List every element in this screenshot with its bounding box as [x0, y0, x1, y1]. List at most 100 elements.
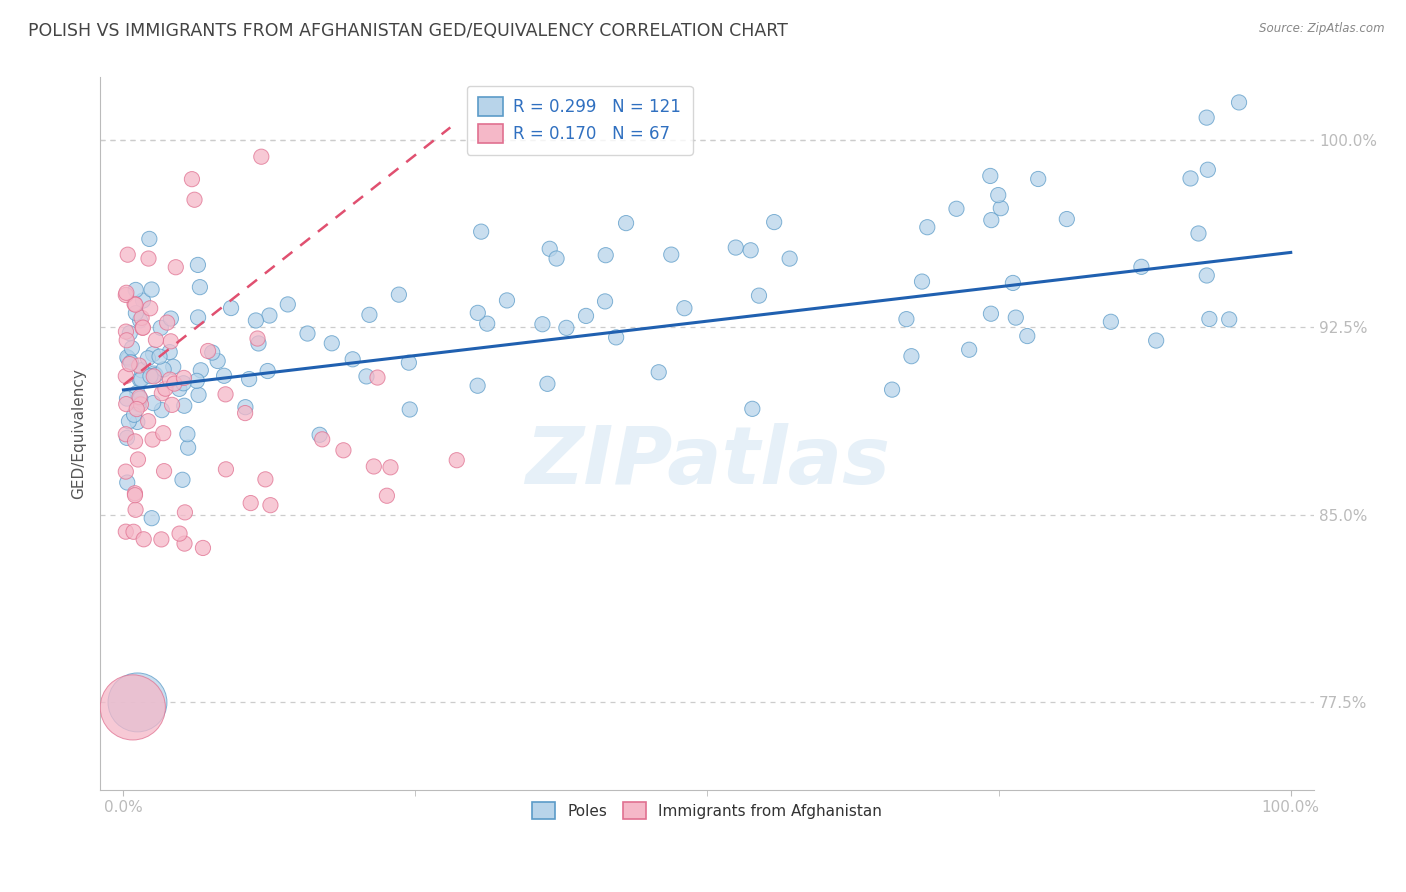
- Point: [139, 369, 162, 384]
- Point: [593, 294, 616, 309]
- Point: [173, 536, 195, 550]
- Point: [148, 350, 170, 364]
- Point: [233, 406, 256, 420]
- Point: [250, 150, 273, 164]
- Point: [118, 357, 141, 371]
- Point: [129, 392, 152, 406]
- Point: [174, 505, 197, 519]
- Point: [896, 312, 918, 326]
- Y-axis label: GED/Equivalency: GED/Equivalency: [72, 368, 86, 500]
- Point: [190, 363, 212, 377]
- Point: [169, 526, 191, 541]
- Point: [187, 258, 209, 272]
- Point: [247, 336, 270, 351]
- Point: [159, 334, 181, 349]
- Point: [763, 215, 786, 229]
- Point: [132, 533, 155, 547]
- Point: [187, 388, 209, 402]
- Point: [165, 260, 187, 275]
- Point: [342, 352, 364, 367]
- Point: [446, 453, 468, 467]
- Point: [115, 392, 138, 406]
- Point: [129, 397, 152, 411]
- Point: [138, 232, 160, 246]
- Point: [117, 475, 139, 490]
- Point: [470, 225, 492, 239]
- Point: [114, 465, 136, 479]
- Point: [246, 332, 269, 346]
- Point: [380, 460, 402, 475]
- Point: [143, 367, 166, 381]
- Point: [131, 310, 153, 325]
- Point: [900, 349, 922, 363]
- Point: [142, 347, 165, 361]
- Point: [142, 396, 165, 410]
- Point: [187, 310, 209, 325]
- Point: [1017, 329, 1039, 343]
- Point: [979, 169, 1001, 183]
- Point: [127, 385, 149, 400]
- Point: [141, 511, 163, 525]
- Point: [595, 248, 617, 262]
- Point: [136, 351, 159, 366]
- Point: [191, 541, 214, 555]
- Point: [911, 275, 934, 289]
- Point: [256, 364, 278, 378]
- Point: [186, 374, 208, 388]
- Point: [398, 402, 420, 417]
- Point: [150, 533, 173, 547]
- Point: [131, 320, 153, 334]
- Point: [138, 252, 160, 266]
- Point: [332, 443, 354, 458]
- Point: [115, 431, 138, 445]
- Point: [117, 351, 139, 366]
- Point: [259, 498, 281, 512]
- Point: [538, 242, 561, 256]
- Point: [172, 473, 194, 487]
- Legend: Poles, Immigrants from Afghanistan: Poles, Immigrants from Afghanistan: [526, 797, 887, 825]
- Point: [957, 343, 980, 357]
- Point: [356, 369, 378, 384]
- Point: [127, 452, 149, 467]
- Point: [321, 336, 343, 351]
- Point: [1004, 310, 1026, 325]
- Point: [139, 301, 162, 316]
- Point: [477, 317, 499, 331]
- Point: [128, 359, 150, 373]
- Point: [160, 311, 183, 326]
- Point: [132, 320, 155, 334]
- Point: [779, 252, 801, 266]
- Point: [1099, 315, 1122, 329]
- Point: [917, 220, 939, 235]
- Point: [496, 293, 519, 308]
- Point: [1195, 111, 1218, 125]
- Point: [115, 325, 138, 339]
- Point: [659, 247, 682, 261]
- Point: [127, 695, 149, 709]
- Point: [152, 362, 174, 376]
- Text: POLISH VS IMMIGRANTS FROM AFGHANISTAN GED/EQUIVALENCY CORRELATION CHART: POLISH VS IMMIGRANTS FROM AFGHANISTAN GE…: [28, 22, 787, 40]
- Point: [375, 489, 398, 503]
- Point: [121, 341, 143, 355]
- Point: [150, 386, 173, 401]
- Point: [142, 433, 165, 447]
- Point: [117, 248, 139, 262]
- Point: [169, 382, 191, 396]
- Point: [122, 524, 145, 539]
- Point: [254, 472, 277, 486]
- Point: [117, 351, 139, 365]
- Point: [880, 383, 903, 397]
- Point: [124, 486, 146, 500]
- Point: [235, 400, 257, 414]
- Point: [398, 356, 420, 370]
- Point: [128, 390, 150, 404]
- Point: [114, 288, 136, 302]
- Point: [363, 459, 385, 474]
- Point: [741, 401, 763, 416]
- Point: [115, 397, 138, 411]
- Point: [177, 441, 200, 455]
- Point: [114, 524, 136, 539]
- Point: [388, 287, 411, 301]
- Point: [1144, 334, 1167, 348]
- Point: [145, 333, 167, 347]
